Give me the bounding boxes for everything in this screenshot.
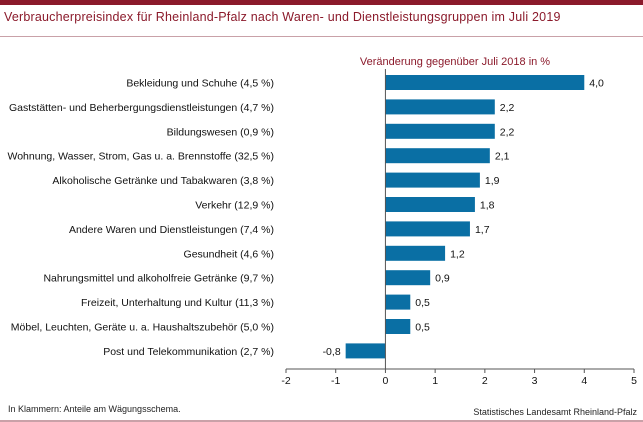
category-label: Andere Waren und Dienstleistungen (7,4 %… bbox=[69, 224, 274, 236]
bar bbox=[385, 221, 470, 237]
title-divider bbox=[0, 36, 643, 37]
bar bbox=[385, 245, 446, 261]
category-label: Gaststätten- und Beherbergungsdienstleis… bbox=[9, 102, 274, 114]
data-label: 2,1 bbox=[495, 151, 510, 163]
category-label: Wohnung, Wasser, Strom, Gas u. a. Brenns… bbox=[7, 151, 274, 163]
data-label: 2,2 bbox=[500, 126, 515, 138]
bar bbox=[385, 123, 495, 139]
bar bbox=[385, 172, 480, 188]
x-tick-label: -1 bbox=[331, 375, 340, 387]
footnote: In Klammern: Anteile am Wägungsschema. bbox=[8, 404, 181, 414]
data-label: 4,0 bbox=[589, 78, 604, 90]
data-label: -0,8 bbox=[323, 346, 341, 358]
data-label: 2,2 bbox=[500, 102, 515, 114]
bottom-rule bbox=[0, 420, 643, 422]
category-label: Bildungswesen (0,9 %) bbox=[167, 126, 274, 138]
bar bbox=[385, 148, 490, 164]
bar bbox=[385, 197, 475, 212]
category-label: Nahrungsmittel und alkoholfreie Getränke… bbox=[43, 273, 274, 285]
x-tick-label: 3 bbox=[532, 375, 538, 387]
data-label: 0,5 bbox=[415, 322, 430, 334]
category-label: Freizeit, Unterhaltung und Kultur (11,3 … bbox=[81, 297, 274, 309]
category-label: Alkoholische Getränke und Tabakwaren (3,… bbox=[52, 175, 274, 187]
bar bbox=[385, 319, 411, 334]
x-tick-label: 2 bbox=[482, 375, 488, 387]
data-label: 1,9 bbox=[485, 175, 500, 187]
data-label: 1,2 bbox=[450, 248, 465, 260]
category-label: Verkehr (12,9 %) bbox=[195, 200, 274, 212]
bar bbox=[345, 343, 386, 359]
data-label: 1,8 bbox=[480, 200, 495, 212]
x-tick-label: 0 bbox=[383, 375, 389, 387]
x-tick-label: 4 bbox=[581, 375, 587, 387]
data-label: 0,5 bbox=[415, 297, 430, 309]
data-label: 0,9 bbox=[435, 273, 450, 285]
category-label: Gesundheit (4,6 %) bbox=[184, 248, 274, 260]
category-label: Möbel, Leuchten, Geräte u. a. Haushaltsz… bbox=[11, 322, 274, 334]
source-label: Statistisches Landesamt Rheinland-Pfalz bbox=[473, 407, 637, 417]
x-tick-label: 1 bbox=[432, 375, 438, 387]
bar bbox=[385, 75, 585, 90]
bar bbox=[385, 294, 411, 310]
category-label: Post und Telekommunikation (2,7 %) bbox=[103, 346, 274, 358]
data-label: 1,7 bbox=[475, 224, 490, 236]
chart-subtitle: Veränderung gegenüber Juli 2018 in % bbox=[359, 56, 551, 68]
category-label: Bekleidung und Schuhe (4,5 %) bbox=[126, 78, 274, 90]
chart-title: Verbraucherpreisindex für Rheinland-Pfal… bbox=[4, 10, 561, 24]
bar bbox=[385, 270, 431, 286]
bar bbox=[385, 99, 495, 115]
x-tick-label: 5 bbox=[631, 375, 637, 387]
x-tick-label: -2 bbox=[281, 375, 290, 387]
top-accent-rule bbox=[0, 0, 643, 5]
